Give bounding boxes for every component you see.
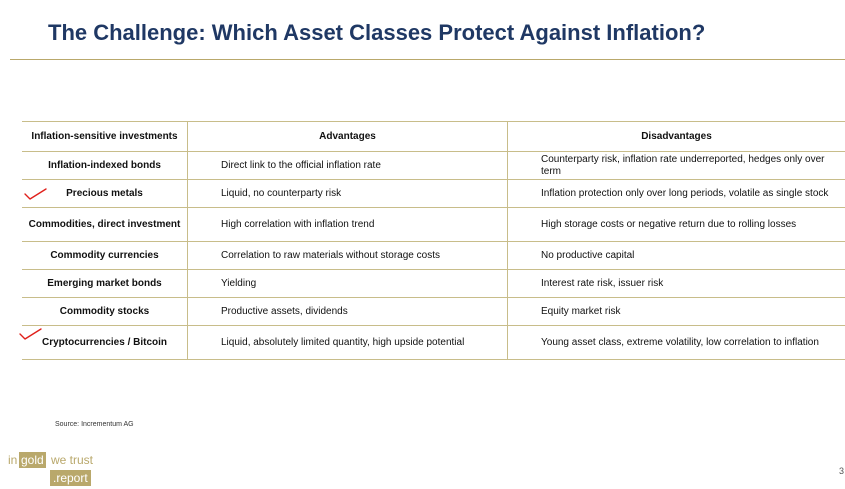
investment-cell: Commodity stocks <box>22 297 188 326</box>
investment-cell: Commodity currencies <box>22 241 188 270</box>
investment-cell: Inflation-indexed bonds <box>22 151 188 180</box>
disadvantages-cell: Interest rate risk, issuer risk <box>507 269 845 298</box>
logo-word-report: .report <box>50 470 91 486</box>
disadvantages-cell: Inflation protection only over long peri… <box>507 179 845 208</box>
advantages-cell: Direct link to the official inflation ra… <box>187 151 508 180</box>
advantages-cell: High correlation with inflation trend <box>187 207 508 242</box>
advantages-cell: Liquid, absolutely limited quantity, hig… <box>187 325 508 360</box>
disadvantages-cell: High storage costs or negative return du… <box>507 207 845 242</box>
table-row: Emerging market bonds Yielding Interest … <box>22 269 845 298</box>
table-row: Commodity currencies Correlation to raw … <box>22 241 845 270</box>
comparison-table: Inflation-sensitive investments Advantag… <box>22 121 845 360</box>
table-row: Commodity stocks Productive assets, divi… <box>22 297 845 326</box>
red-checkmark-icon <box>19 328 42 340</box>
table-row: Commodities, direct investment High corr… <box>22 207 845 242</box>
red-checkmark-icon <box>24 188 47 200</box>
advantages-cell: Liquid, no counterparty risk <box>187 179 508 208</box>
advantages-cell: Correlation to raw materials without sto… <box>187 241 508 270</box>
table-row: Precious metals Liquid, no counterparty … <box>22 179 845 208</box>
source-note: Source: Incrementum AG <box>55 421 134 428</box>
advantages-cell: Yielding <box>187 269 508 298</box>
disadvantages-cell: Equity market risk <box>507 297 845 326</box>
disadvantages-cell: Counterparty risk, inflation rate underr… <box>507 151 845 180</box>
investment-cell: Cryptocurrencies / Bitcoin <box>22 325 188 360</box>
logo-word-in: in <box>8 453 18 467</box>
investment-cell: Emerging market bonds <box>22 269 188 298</box>
investment-cell: Commodities, direct investment <box>22 207 188 242</box>
investment-cell: Precious metals <box>22 179 188 208</box>
disadvantages-cell: No productive capital <box>507 241 845 270</box>
header-disadvantages: Disadvantages <box>507 121 845 152</box>
page-number: 3 <box>838 466 844 476</box>
logo-word-gold: gold <box>19 452 46 468</box>
table-row: Cryptocurrencies / Bitcoin Liquid, absol… <box>22 325 845 360</box>
page-title: The Challenge: Which Asset Classes Prote… <box>48 20 706 45</box>
logo-word-we-trust: we trust <box>51 453 94 467</box>
header-advantages: Advantages <box>187 121 508 152</box>
header-investments: Inflation-sensitive investments <box>22 121 188 152</box>
title-divider <box>10 59 845 60</box>
disadvantages-cell: Young asset class, extreme volatility, l… <box>507 325 845 360</box>
table-header-row: Inflation-sensitive investments Advantag… <box>22 121 845 152</box>
table-row: Inflation-indexed bonds Direct link to t… <box>22 151 845 180</box>
advantages-cell: Productive assets, dividends <box>187 297 508 326</box>
